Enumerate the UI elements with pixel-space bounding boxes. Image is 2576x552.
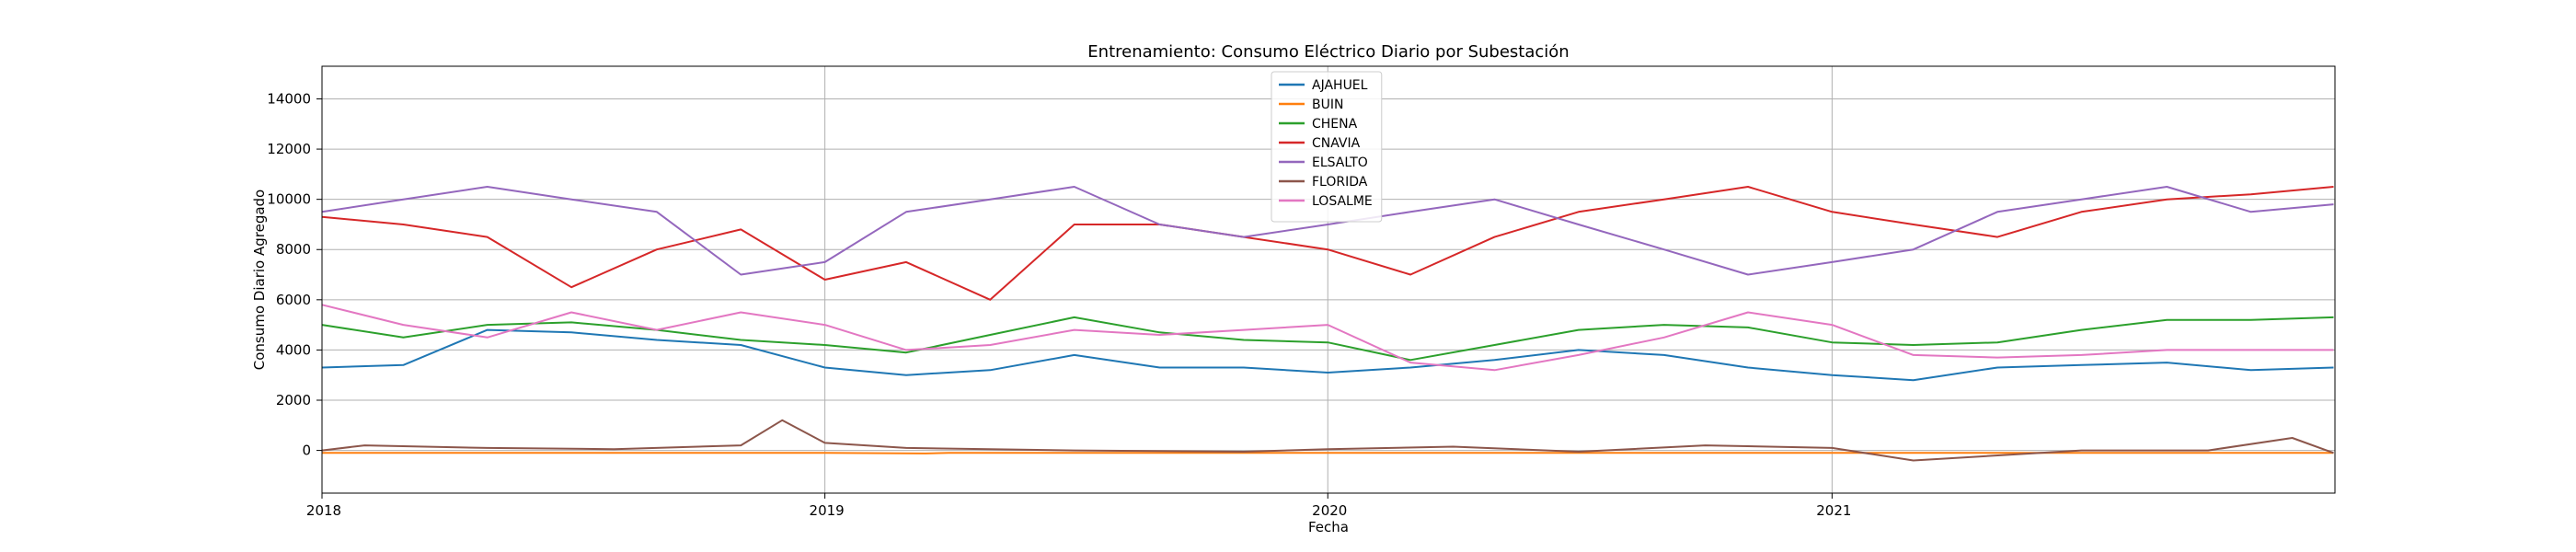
axes: 0 2000 4000 6000 8000 10000 12000 14000 2018 2019… [267, 90, 1851, 519]
series-line-losalme [321, 304, 2334, 372]
y-axis-label: Consumo Diario Agregado [251, 190, 268, 371]
legend-label: ELSALTO [1312, 155, 1368, 170]
x-tick-label: 2021 [1816, 502, 1851, 519]
legend-label: BUIN [1312, 98, 1343, 112]
series-line-buin [322, 452, 2334, 454]
series-layer [321, 186, 2334, 462]
legend-label: CHENA [1312, 117, 1358, 132]
y-tick-label: 14000 [267, 90, 311, 107]
y-tick-label: 6000 [276, 292, 311, 308]
legend: AJAHUEL BUIN CHENA CNAVIA ELSALTO FLORIDA LOSA… [1271, 71, 1383, 223]
legend-label: FLORIDA [1312, 175, 1368, 190]
plot-frame [321, 65, 2336, 494]
x-tick-label: 2020 [1312, 502, 1347, 519]
x-tick-label: 2019 [810, 502, 845, 519]
x-tick-label: 2018 [306, 502, 341, 519]
series-line-elsalto [321, 186, 2334, 276]
series-line-ajahuel [321, 328, 2334, 382]
y-tick-label: 0 [302, 443, 311, 459]
y-tick-label: 12000 [267, 141, 311, 157]
legend-label: CNAVIA [1312, 136, 1361, 151]
chart-title: Entrenamiento: Consumo Eléctrico Diario … [1087, 42, 1569, 62]
y-tick-label: 4000 [276, 341, 311, 358]
y-tick-label: 2000 [276, 392, 311, 408]
y-tick-label: 8000 [276, 241, 311, 258]
legend-label: AJAHUEL [1312, 78, 1368, 93]
legend-box [1271, 71, 1383, 223]
legend-label: LOSALME [1312, 194, 1373, 209]
y-tick-label: 10000 [267, 191, 311, 208]
x-axis-label: Fecha [1308, 519, 1349, 535]
series-line-florida [321, 419, 2334, 462]
series-line-cnavia [321, 186, 2334, 301]
